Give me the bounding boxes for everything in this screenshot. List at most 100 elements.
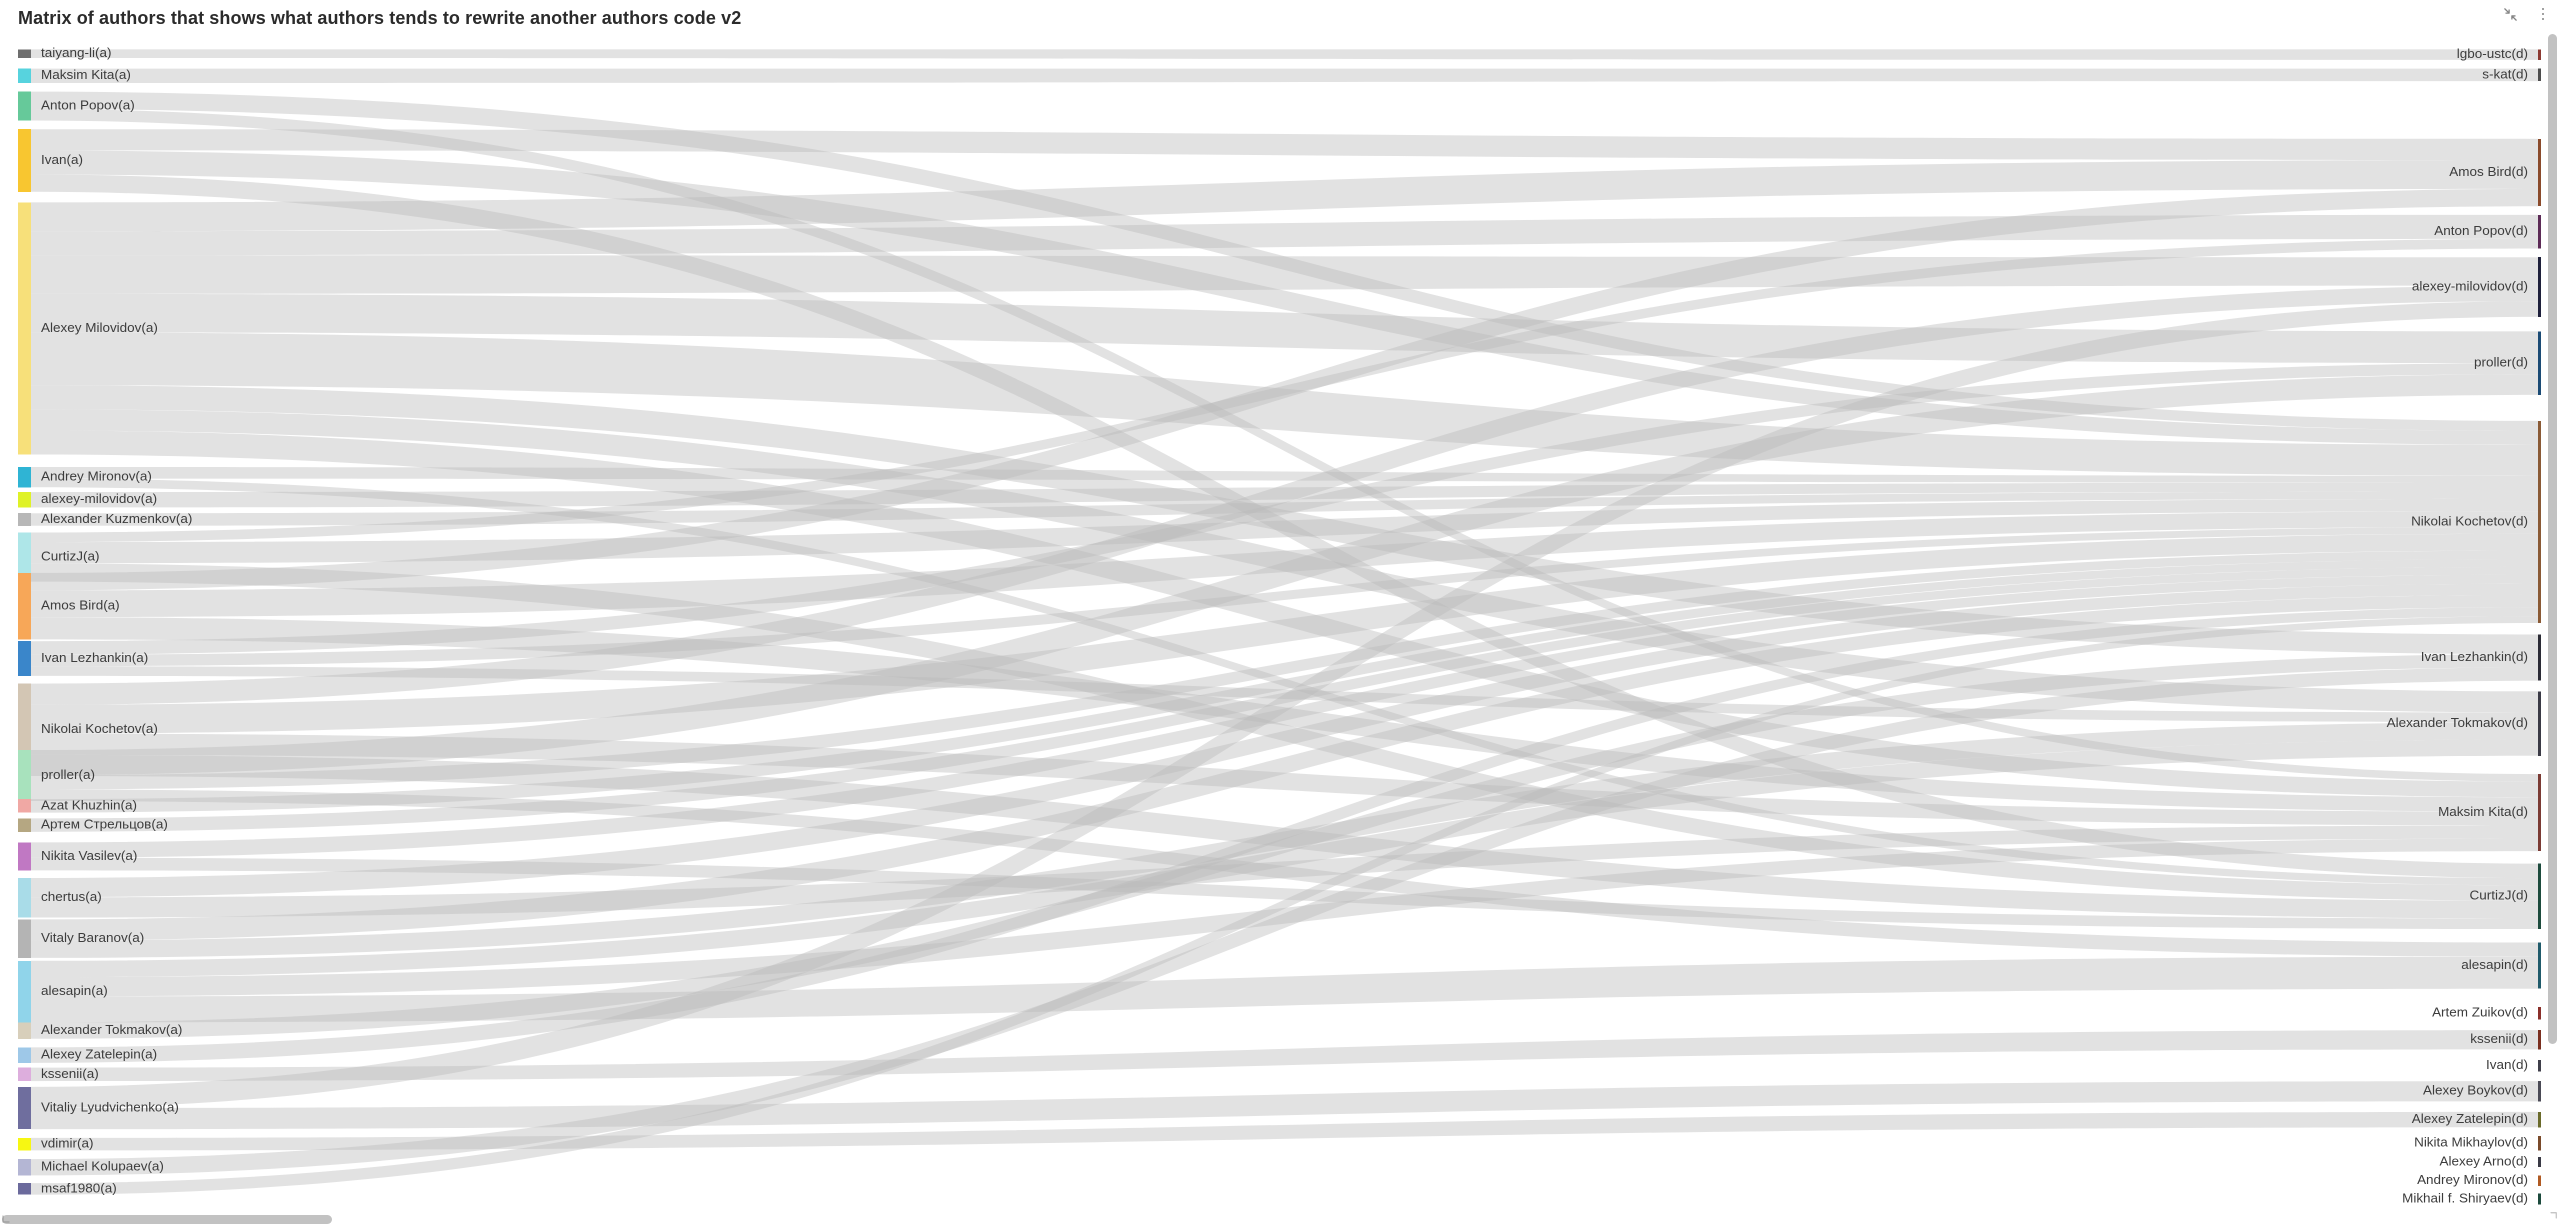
sankey-target-node[interactable] [2538, 1175, 2541, 1187]
sankey-link[interactable] [31, 68, 2538, 84]
sankey-target-node[interactable] [2538, 257, 2541, 317]
vertical-scrollbar[interactable] [2547, 34, 2558, 1220]
sankey-link[interactable] [31, 838, 2538, 997]
sankey-source-node[interactable] [18, 492, 31, 508]
sankey-link[interactable] [31, 667, 2538, 1176]
sankey-source-node[interactable] [18, 572, 31, 640]
sankey-source-node[interactable] [18, 467, 31, 488]
sankey-link[interactable] [31, 255, 2538, 294]
sankey-target-node[interactable] [2538, 68, 2541, 82]
sankey-link[interactable] [31, 594, 2538, 941]
sankey-link[interactable] [31, 467, 2538, 483]
sankey-link[interactable] [31, 188, 2538, 591]
collapse-arrows-icon[interactable] [2500, 4, 2520, 24]
sankey-source-node[interactable] [18, 49, 31, 58]
sankey-link[interactable] [31, 616, 2538, 1195]
sankey-link[interactable] [31, 482, 2538, 508]
sankey-link[interactable] [31, 430, 2538, 798]
sankey-link[interactable] [31, 1111, 2538, 1151]
sankey-link[interactable] [31, 789, 2538, 957]
kebab-menu-icon[interactable] [2534, 4, 2552, 24]
sankey-link[interactable] [31, 666, 2538, 723]
sankey-link[interactable] [31, 301, 2538, 1109]
sankey-link[interactable] [31, 583, 2538, 898]
sankey-target-node[interactable] [2538, 1111, 2541, 1128]
sankey-source-node[interactable] [18, 202, 31, 455]
sankey-source-node[interactable] [18, 641, 31, 676]
sankey-link[interactable] [31, 285, 2538, 705]
sankey-link[interactable] [31, 550, 2538, 790]
sankey-source-node[interactable] [18, 1086, 31, 1130]
sankey-link[interactable] [31, 478, 2538, 886]
sankey-link[interactable] [31, 160, 2538, 232]
sankey-source-node[interactable] [18, 818, 31, 832]
sankey-target-node[interactable] [2538, 1030, 2541, 1050]
sankey-link[interactable] [31, 363, 2538, 655]
sankey-target-node[interactable] [2538, 1059, 2541, 1072]
sankey-source-node[interactable] [18, 532, 31, 582]
sankey-source-node[interactable] [18, 1047, 31, 1063]
sankey-link[interactable] [31, 533, 2538, 734]
sankey-link[interactable] [31, 174, 2538, 879]
sankey-source-node[interactable] [18, 1022, 31, 1039]
sankey-source-node[interactable] [18, 878, 31, 918]
sankey-target-node[interactable] [2538, 691, 2541, 756]
sankey-link[interactable] [31, 733, 2538, 826]
sankey-target-node[interactable] [2538, 634, 2541, 681]
sankey-source-node[interactable] [18, 750, 31, 802]
sankey-target-node[interactable] [2538, 214, 2541, 249]
sankey-source-node[interactable] [18, 129, 31, 192]
sankey-link[interactable] [31, 754, 2538, 919]
vertical-scrollbar-thumb[interactable] [2548, 34, 2557, 1044]
sankey-link[interactable] [31, 956, 2538, 1023]
sankey-link[interactable] [31, 293, 2538, 364]
sankey-link[interactable] [31, 150, 2538, 445]
sankey-link[interactable] [31, 617, 2538, 812]
sankey-source-node[interactable] [18, 842, 31, 871]
sankey-source-node[interactable] [18, 1067, 31, 1082]
sankey-link[interactable] [31, 491, 2538, 526]
sankey-link[interactable] [31, 654, 2538, 1039]
sankey-link[interactable] [31, 238, 2538, 543]
sankey-link[interactable] [31, 825, 2538, 918]
sankey-source-node[interactable] [18, 91, 31, 121]
sankey-source-node[interactable] [18, 799, 31, 813]
sankey-source-node[interactable] [18, 513, 31, 526]
sankey-target-node[interactable] [2538, 774, 2541, 852]
sankey-link[interactable] [31, 332, 2538, 476]
sankey-link[interactable] [31, 1081, 2538, 1130]
sankey-target-node[interactable] [2538, 1135, 2541, 1151]
sankey-target-node[interactable] [2538, 1081, 2541, 1102]
horizontal-scrollbar[interactable] [0, 1213, 2560, 1226]
sankey-target-node[interactable] [2538, 863, 2541, 930]
sankey-link[interactable] [31, 566, 2538, 832]
sankey-link[interactable] [31, 49, 2538, 60]
horizontal-scrollbar-thumb[interactable] [2, 1215, 332, 1224]
resize-grip-icon[interactable] [1, 1208, 17, 1224]
sankey-link[interactable] [31, 385, 2538, 655]
sankey-source-node[interactable] [18, 1159, 31, 1176]
sankey-link[interactable] [31, 498, 2538, 564]
sankey-target-node[interactable] [2538, 942, 2541, 989]
sankey-link[interactable] [31, 91, 2538, 431]
sankey-target-node[interactable] [2538, 1006, 2541, 1020]
resize-handle-icon[interactable] [2544, 1211, 2558, 1225]
sankey-target-node[interactable] [2538, 138, 2541, 207]
sankey-target-node[interactable] [2538, 331, 2541, 395]
sankey-link[interactable] [31, 558, 2538, 813]
sankey-source-node[interactable] [18, 1183, 31, 1195]
sankey-link[interactable] [31, 374, 2538, 776]
sankey-target-node[interactable] [2538, 1157, 2541, 1167]
sankey-link[interactable] [31, 108, 2538, 782]
sankey-source-node[interactable] [18, 68, 31, 84]
sankey-link[interactable] [31, 511, 2538, 618]
sankey-target-node[interactable] [2538, 49, 2541, 60]
sankey-link[interactable] [31, 563, 2538, 901]
sankey-link[interactable] [31, 1030, 2538, 1082]
sankey-link[interactable] [31, 574, 2538, 858]
sankey-link[interactable] [31, 722, 2538, 958]
sankey-link[interactable] [31, 607, 2538, 1063]
sankey-source-node[interactable] [18, 960, 31, 1023]
sankey-source-node[interactable] [18, 919, 31, 958]
sankey-link[interactable] [31, 409, 2538, 713]
